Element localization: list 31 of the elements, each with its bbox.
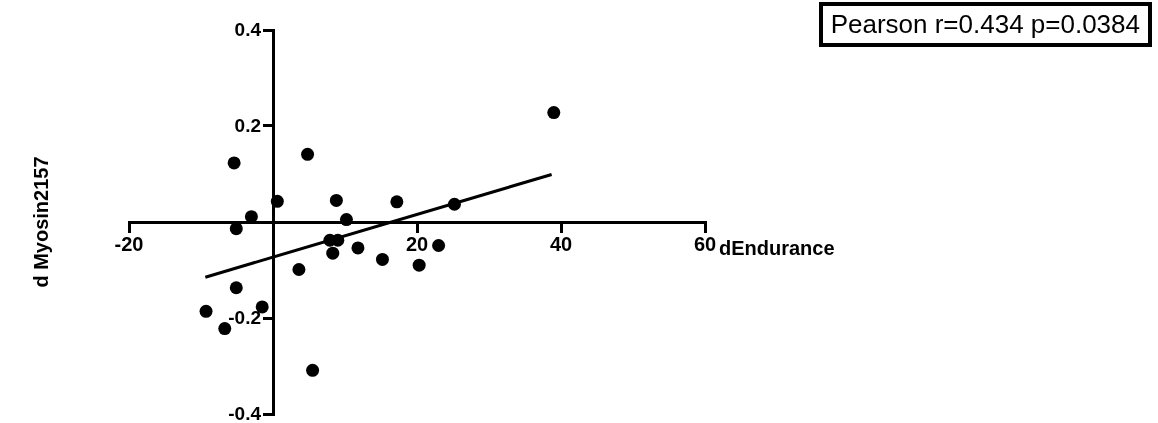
- point: [339, 213, 353, 227]
- point: [547, 106, 561, 120]
- point: [270, 194, 284, 208]
- text: Pearson r=0.434 p=0.0384: [818, 2, 1152, 47]
- point: [301, 147, 315, 161]
- point: [218, 322, 232, 336]
- x-tick-label: 40: [549, 232, 573, 255]
- point: [306, 363, 320, 377]
- point: [199, 304, 213, 318]
- point: [351, 241, 365, 255]
- point: [326, 246, 340, 260]
- point: [331, 233, 345, 247]
- point: [229, 222, 243, 236]
- x-tick-label: -20: [114, 232, 144, 255]
- point: [412, 258, 426, 272]
- point: [447, 197, 461, 211]
- y-tick-label: -0.4: [228, 403, 262, 423]
- point: [390, 195, 404, 209]
- y-tick-label: -0.2: [228, 307, 261, 329]
- y-tick-label: 0.2: [234, 115, 261, 137]
- y-axis-title: d Myosin2157: [29, 156, 52, 288]
- point: [432, 239, 446, 253]
- point: [292, 263, 306, 277]
- x-tick-label: 60: [693, 232, 717, 255]
- point: [227, 156, 241, 170]
- y-tick-label: 0.4: [234, 19, 262, 41]
- point: [329, 193, 343, 207]
- x-axis-title: dEndurance: [719, 236, 835, 259]
- point: [229, 281, 243, 295]
- point: [375, 252, 389, 266]
- x-tick-label: 20: [405, 232, 429, 255]
